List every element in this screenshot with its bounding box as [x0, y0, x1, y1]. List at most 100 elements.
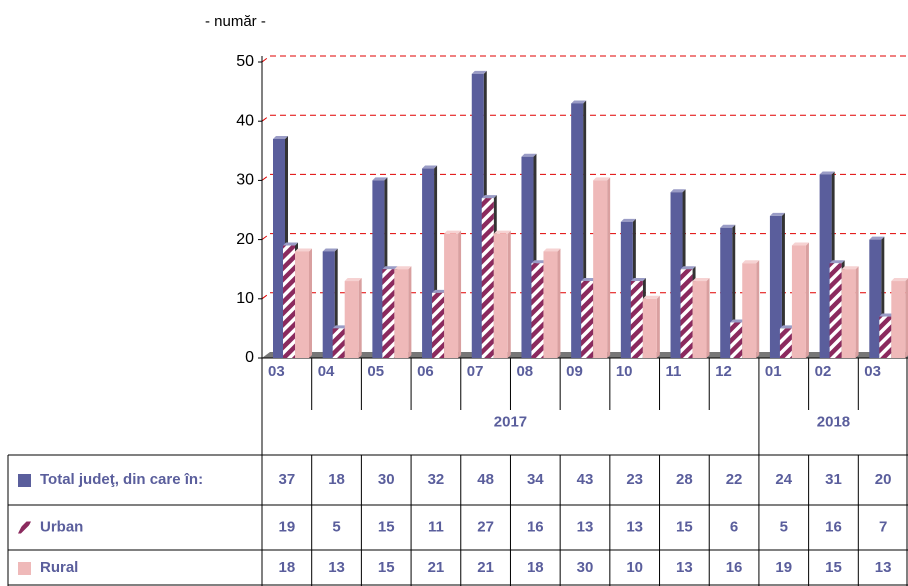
bar-side: [706, 278, 710, 358]
table-value: 32: [428, 471, 445, 488]
bar-top: [283, 242, 298, 246]
bar-top: [493, 230, 511, 234]
bar: [531, 263, 544, 358]
bar: [382, 269, 395, 358]
bar: [819, 174, 832, 358]
bar-top: [692, 278, 710, 282]
table-value: 13: [577, 518, 594, 535]
table-value: 30: [378, 471, 395, 488]
bar: [332, 328, 345, 358]
bar-top: [444, 230, 462, 234]
bar: [742, 263, 757, 358]
bar-top: [481, 195, 497, 199]
x-tick-label: 06: [417, 363, 434, 380]
table-value: 24: [775, 471, 792, 488]
table-value: 15: [825, 559, 842, 576]
table-value: 27: [477, 518, 494, 535]
bar: [891, 281, 906, 358]
bar-top: [720, 224, 736, 228]
bar-side: [358, 278, 362, 358]
bar-side: [756, 260, 760, 358]
bar: [493, 233, 508, 358]
bar-top: [642, 295, 660, 299]
legend-swatch: [18, 562, 31, 575]
bar-top: [322, 248, 338, 252]
bar: [543, 251, 558, 358]
bar-side: [607, 177, 611, 358]
bar: [283, 245, 295, 358]
bar-top: [471, 70, 487, 74]
bar: [521, 156, 534, 358]
legend-label: Rural: [40, 559, 78, 576]
grid-line: [261, 114, 271, 122]
bar: [779, 328, 792, 358]
x-tick-label: 08: [516, 363, 533, 380]
grid-line: [261, 292, 271, 300]
group-label: 2017: [494, 413, 527, 430]
y-tick-label: 20: [236, 231, 254, 248]
table-value: 16: [527, 518, 544, 535]
bar: [841, 269, 856, 358]
x-tick-label: 09: [566, 363, 583, 380]
bar: [593, 180, 608, 358]
y-tick-label: 0: [245, 349, 254, 366]
bar: [581, 281, 594, 358]
table-value: 19: [775, 559, 792, 576]
table-value: 21: [477, 559, 494, 576]
x-tick-label: 05: [367, 363, 384, 380]
table-value: 16: [825, 518, 842, 535]
bar: [471, 73, 484, 358]
bar-side: [507, 230, 511, 358]
table-value: 13: [626, 518, 643, 535]
table-value: 20: [875, 471, 892, 488]
bar-top: [581, 278, 597, 282]
bar: [642, 298, 657, 358]
bar-top: [730, 319, 746, 323]
table-value: 15: [378, 559, 395, 576]
bar-side: [855, 266, 859, 358]
legend-swatch: [18, 521, 31, 534]
table-value: 28: [676, 471, 693, 488]
bar: [444, 233, 459, 358]
table-value: 30: [577, 559, 594, 576]
bar-top: [819, 171, 835, 175]
table-value: 13: [328, 559, 345, 576]
bar: [769, 215, 782, 358]
bar-top: [531, 260, 547, 264]
bar-top: [521, 153, 537, 157]
grid-line: [261, 173, 271, 181]
bar-side: [656, 295, 660, 358]
bar-top: [372, 177, 388, 181]
x-tick-label: 12: [715, 363, 732, 380]
y-tick-label: 10: [236, 290, 254, 307]
table-value: 7: [879, 518, 887, 535]
bar-top: [620, 218, 636, 222]
table-value: 31: [825, 471, 842, 488]
table-value: 48: [477, 471, 494, 488]
table-value: 16: [726, 559, 743, 576]
bar-top: [670, 189, 686, 193]
bar-top: [869, 236, 885, 240]
table-value: 37: [279, 471, 296, 488]
table-value: 5: [780, 518, 788, 535]
y-tick-label: 40: [236, 112, 254, 129]
legend-label: Total judeţ, din care în:: [40, 471, 203, 488]
bar: [670, 192, 683, 358]
bar: [829, 263, 842, 358]
x-tick-label: 07: [467, 363, 484, 380]
grid-line: [261, 55, 271, 63]
bar-top: [295, 248, 312, 252]
bar: [730, 322, 743, 358]
bar: [879, 316, 892, 358]
legend-label: Urban: [40, 518, 83, 535]
table-value: 21: [428, 559, 445, 576]
bar-top: [593, 177, 611, 181]
bar-top: [344, 278, 362, 282]
table-value: 43: [577, 471, 594, 488]
bar-top: [879, 313, 895, 317]
table-value: 10: [626, 559, 643, 576]
x-tick-label: 03: [268, 363, 285, 380]
table-value: 6: [730, 518, 738, 535]
bar-top: [769, 212, 785, 216]
